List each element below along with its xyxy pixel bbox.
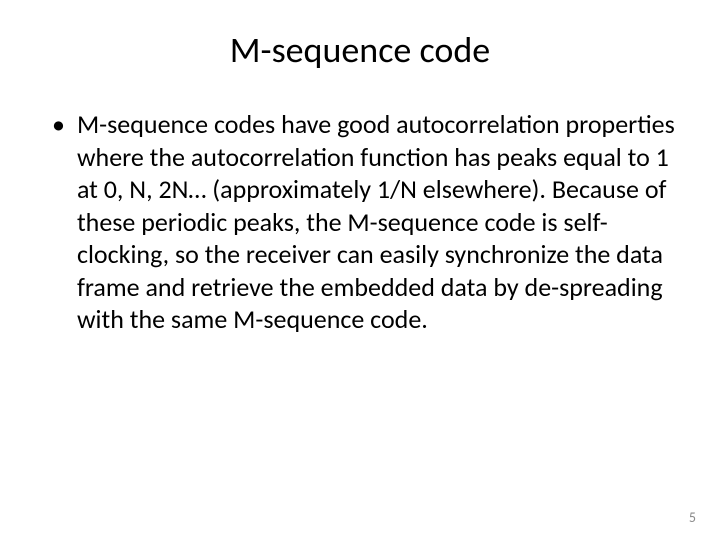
page-number: 5 bbox=[689, 509, 696, 526]
slide: M-sequence code • M-sequence codes have … bbox=[0, 0, 720, 540]
bullet-item: • M-sequence codes have good autocorrela… bbox=[48, 108, 676, 336]
bullet-text: M-sequence codes have good autocorrelati… bbox=[77, 108, 676, 336]
bullet-marker-icon: • bbox=[52, 108, 65, 141]
slide-body: • M-sequence codes have good autocorrela… bbox=[40, 108, 680, 336]
slide-title: M-sequence code bbox=[40, 28, 680, 72]
